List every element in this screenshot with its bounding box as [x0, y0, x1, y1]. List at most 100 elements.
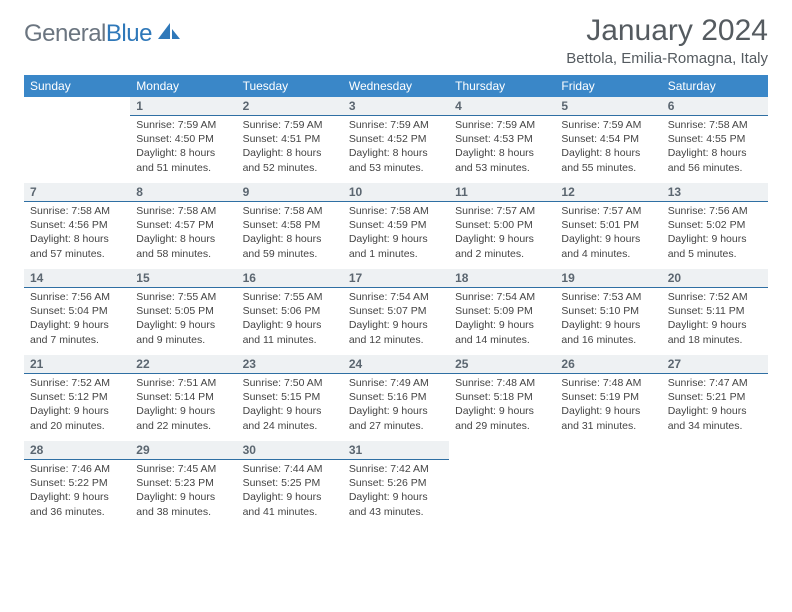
day-details: Sunrise: 7:44 AMSunset: 5:25 PMDaylight:…: [237, 460, 343, 523]
calendar-cell: 29Sunrise: 7:45 AMSunset: 5:23 PMDayligh…: [130, 441, 236, 527]
calendar-cell: 27Sunrise: 7:47 AMSunset: 5:21 PMDayligh…: [662, 355, 768, 441]
day-number: 11: [449, 183, 555, 202]
calendar-cell: 18Sunrise: 7:54 AMSunset: 5:09 PMDayligh…: [449, 269, 555, 355]
day-details: Sunrise: 7:42 AMSunset: 5:26 PMDaylight:…: [343, 460, 449, 523]
calendar-cell: 16Sunrise: 7:55 AMSunset: 5:06 PMDayligh…: [237, 269, 343, 355]
day-details: Sunrise: 7:54 AMSunset: 5:09 PMDaylight:…: [449, 288, 555, 351]
calendar-cell: 22Sunrise: 7:51 AMSunset: 5:14 PMDayligh…: [130, 355, 236, 441]
day-details: Sunrise: 7:55 AMSunset: 5:05 PMDaylight:…: [130, 288, 236, 351]
calendar-cell: 21Sunrise: 7:52 AMSunset: 5:12 PMDayligh…: [24, 355, 130, 441]
weekday-header: Saturday: [662, 75, 768, 97]
calendar-cell: 30Sunrise: 7:44 AMSunset: 5:25 PMDayligh…: [237, 441, 343, 527]
day-details: Sunrise: 7:59 AMSunset: 4:54 PMDaylight:…: [555, 116, 661, 179]
day-number: 5: [555, 97, 661, 116]
calendar-cell: 4Sunrise: 7:59 AMSunset: 4:53 PMDaylight…: [449, 97, 555, 183]
day-number: 23: [237, 355, 343, 374]
calendar-cell: 17Sunrise: 7:54 AMSunset: 5:07 PMDayligh…: [343, 269, 449, 355]
day-number: 6: [662, 97, 768, 116]
calendar-cell: [662, 441, 768, 527]
calendar-cell: 12Sunrise: 7:57 AMSunset: 5:01 PMDayligh…: [555, 183, 661, 269]
day-details: Sunrise: 7:57 AMSunset: 5:00 PMDaylight:…: [449, 202, 555, 265]
calendar-cell: 24Sunrise: 7:49 AMSunset: 5:16 PMDayligh…: [343, 355, 449, 441]
day-number: 21: [24, 355, 130, 374]
page-title: January 2024: [586, 14, 768, 48]
calendar-cell: 10Sunrise: 7:58 AMSunset: 4:59 PMDayligh…: [343, 183, 449, 269]
calendar-cell: 25Sunrise: 7:48 AMSunset: 5:18 PMDayligh…: [449, 355, 555, 441]
logo: GeneralBlue: [24, 20, 182, 48]
day-number: 4: [449, 97, 555, 116]
day-details: Sunrise: 7:56 AMSunset: 5:02 PMDaylight:…: [662, 202, 768, 265]
day-number: 26: [555, 355, 661, 374]
day-number: 19: [555, 269, 661, 288]
day-number: 14: [24, 269, 130, 288]
weekday-header: Tuesday: [237, 75, 343, 97]
day-details: Sunrise: 7:49 AMSunset: 5:16 PMDaylight:…: [343, 374, 449, 437]
day-details: Sunrise: 7:58 AMSunset: 4:57 PMDaylight:…: [130, 202, 236, 265]
day-number: 28: [24, 441, 130, 460]
day-number: 31: [343, 441, 449, 460]
day-number: 30: [237, 441, 343, 460]
day-number: 25: [449, 355, 555, 374]
day-number: 29: [130, 441, 236, 460]
logo-text-2: Blue: [106, 20, 152, 48]
day-details: Sunrise: 7:58 AMSunset: 4:58 PMDaylight:…: [237, 202, 343, 265]
day-number: 24: [343, 355, 449, 374]
day-number: 9: [237, 183, 343, 202]
calendar-cell: 5Sunrise: 7:59 AMSunset: 4:54 PMDaylight…: [555, 97, 661, 183]
calendar-cell: 23Sunrise: 7:50 AMSunset: 5:15 PMDayligh…: [237, 355, 343, 441]
calendar-cell: 9Sunrise: 7:58 AMSunset: 4:58 PMDaylight…: [237, 183, 343, 269]
day-details: Sunrise: 7:58 AMSunset: 4:55 PMDaylight:…: [662, 116, 768, 179]
day-number: 15: [130, 269, 236, 288]
day-details: Sunrise: 7:56 AMSunset: 5:04 PMDaylight:…: [24, 288, 130, 351]
day-details: Sunrise: 7:45 AMSunset: 5:23 PMDaylight:…: [130, 460, 236, 523]
day-details: Sunrise: 7:59 AMSunset: 4:51 PMDaylight:…: [237, 116, 343, 179]
day-details: Sunrise: 7:50 AMSunset: 5:15 PMDaylight:…: [237, 374, 343, 437]
calendar-cell: 6Sunrise: 7:58 AMSunset: 4:55 PMDaylight…: [662, 97, 768, 183]
day-details: Sunrise: 7:52 AMSunset: 5:12 PMDaylight:…: [24, 374, 130, 437]
day-details: Sunrise: 7:58 AMSunset: 4:59 PMDaylight:…: [343, 202, 449, 265]
day-number: 20: [662, 269, 768, 288]
calendar-cell: 3Sunrise: 7:59 AMSunset: 4:52 PMDaylight…: [343, 97, 449, 183]
day-details: Sunrise: 7:59 AMSunset: 4:50 PMDaylight:…: [130, 116, 236, 179]
calendar-cell: 19Sunrise: 7:53 AMSunset: 5:10 PMDayligh…: [555, 269, 661, 355]
calendar-cell: 1Sunrise: 7:59 AMSunset: 4:50 PMDaylight…: [130, 97, 236, 183]
day-number: 22: [130, 355, 236, 374]
day-details: Sunrise: 7:58 AMSunset: 4:56 PMDaylight:…: [24, 202, 130, 265]
day-details: Sunrise: 7:59 AMSunset: 4:52 PMDaylight:…: [343, 116, 449, 179]
calendar-cell: 15Sunrise: 7:55 AMSunset: 5:05 PMDayligh…: [130, 269, 236, 355]
day-number: 8: [130, 183, 236, 202]
calendar-cell: 8Sunrise: 7:58 AMSunset: 4:57 PMDaylight…: [130, 183, 236, 269]
day-details: Sunrise: 7:59 AMSunset: 4:53 PMDaylight:…: [449, 116, 555, 179]
calendar-cell: 14Sunrise: 7:56 AMSunset: 5:04 PMDayligh…: [24, 269, 130, 355]
calendar-cell: [24, 97, 130, 183]
calendar-cell: [449, 441, 555, 527]
location-text: Bettola, Emilia-Romagna, Italy: [24, 50, 768, 67]
day-details: Sunrise: 7:48 AMSunset: 5:18 PMDaylight:…: [449, 374, 555, 437]
calendar-cell: 26Sunrise: 7:48 AMSunset: 5:19 PMDayligh…: [555, 355, 661, 441]
calendar-cell: 11Sunrise: 7:57 AMSunset: 5:00 PMDayligh…: [449, 183, 555, 269]
day-number: 7: [24, 183, 130, 202]
calendar-cell: 20Sunrise: 7:52 AMSunset: 5:11 PMDayligh…: [662, 269, 768, 355]
day-number: 27: [662, 355, 768, 374]
day-number: 18: [449, 269, 555, 288]
calendar-cell: [555, 441, 661, 527]
day-details: Sunrise: 7:55 AMSunset: 5:06 PMDaylight:…: [237, 288, 343, 351]
logo-text-1: General: [24, 20, 106, 48]
day-number: 2: [237, 97, 343, 116]
day-number: 13: [662, 183, 768, 202]
day-details: Sunrise: 7:48 AMSunset: 5:19 PMDaylight:…: [555, 374, 661, 437]
calendar-cell: 28Sunrise: 7:46 AMSunset: 5:22 PMDayligh…: [24, 441, 130, 527]
weekday-header: Monday: [130, 75, 236, 97]
weekday-header: Thursday: [449, 75, 555, 97]
calendar-cell: 2Sunrise: 7:59 AMSunset: 4:51 PMDaylight…: [237, 97, 343, 183]
weekday-header: Wednesday: [343, 75, 449, 97]
day-details: Sunrise: 7:47 AMSunset: 5:21 PMDaylight:…: [662, 374, 768, 437]
day-details: Sunrise: 7:57 AMSunset: 5:01 PMDaylight:…: [555, 202, 661, 265]
day-details: Sunrise: 7:51 AMSunset: 5:14 PMDaylight:…: [130, 374, 236, 437]
day-number: 12: [555, 183, 661, 202]
calendar-cell: 7Sunrise: 7:58 AMSunset: 4:56 PMDaylight…: [24, 183, 130, 269]
day-number: 1: [130, 97, 236, 116]
day-details: Sunrise: 7:52 AMSunset: 5:11 PMDaylight:…: [662, 288, 768, 351]
day-number: 16: [237, 269, 343, 288]
day-details: Sunrise: 7:54 AMSunset: 5:07 PMDaylight:…: [343, 288, 449, 351]
